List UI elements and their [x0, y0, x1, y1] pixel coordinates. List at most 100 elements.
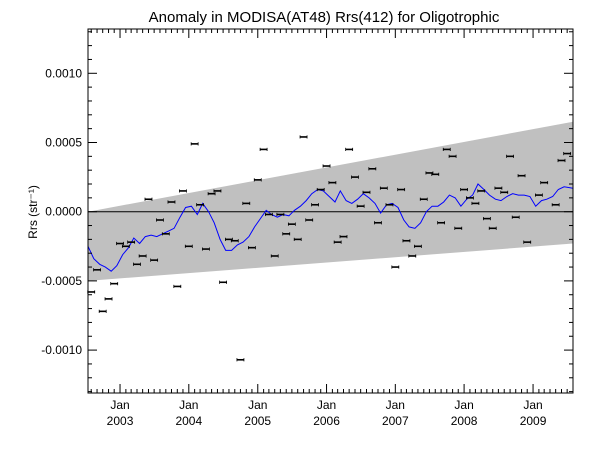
data-point: [333, 240, 342, 244]
data-point: [305, 218, 314, 222]
data-point: [402, 239, 411, 243]
data-point: [460, 187, 468, 192]
data-point: [230, 239, 239, 243]
data-point: [454, 226, 463, 230]
y-tick-label: -0.0005: [41, 274, 82, 288]
data-point: [511, 215, 520, 219]
data-point: [500, 190, 509, 194]
data-point: [477, 189, 486, 193]
data-point: [264, 212, 273, 217]
y-axis-label: Rrs (str⁻¹): [26, 185, 40, 239]
data-point: [167, 200, 176, 204]
x-tick-label-month: Jan: [454, 398, 473, 412]
data-point: [156, 218, 164, 222]
data-point: [482, 217, 491, 221]
data-point: [202, 247, 210, 251]
data-point: [127, 240, 136, 244]
y-tick-label: 0.0000: [45, 205, 82, 219]
data-point: [362, 190, 371, 194]
data-point: [551, 203, 560, 207]
x-tick-label-month: Jan: [317, 398, 336, 412]
data-point: [196, 203, 205, 207]
data-point: [517, 174, 526, 178]
data-point: [276, 212, 285, 217]
data-point: [506, 154, 514, 158]
data-point: [133, 262, 141, 266]
data-point: [379, 186, 388, 190]
data-point: [345, 147, 354, 152]
data-point: [322, 164, 331, 168]
data-point: [98, 309, 107, 313]
data-point: [391, 265, 400, 269]
data-point: [150, 258, 159, 262]
data-point: [339, 235, 348, 239]
data-point: [253, 178, 262, 182]
x-tick-label-year: 2004: [175, 414, 202, 428]
data-point: [356, 204, 365, 208]
data-point: [293, 237, 302, 241]
x-tick-label-year: 2005: [244, 414, 271, 428]
data-point: [408, 254, 417, 258]
data-point: [213, 189, 222, 193]
x-tick-label-month: Jan: [110, 398, 129, 412]
data-point: [184, 244, 193, 248]
data-point: [287, 222, 296, 226]
data-point: [385, 203, 394, 207]
plot-area: [87, 28, 574, 394]
data-point: [328, 181, 337, 185]
data-point: [242, 201, 251, 205]
data-point: [431, 172, 440, 176]
data-point: [282, 232, 291, 236]
data-point: [161, 232, 170, 236]
data-point: [534, 193, 543, 197]
data-point: [179, 189, 187, 193]
data-point: [93, 268, 101, 272]
data-point: [219, 280, 227, 284]
data-point: [437, 221, 446, 225]
data-point: [207, 192, 216, 196]
data-point: [173, 284, 182, 289]
data-point: [397, 187, 406, 192]
x-tick-label-month: Jan: [179, 398, 198, 412]
data-point: [374, 221, 382, 225]
data-point: [138, 254, 147, 258]
data-point: [557, 158, 566, 163]
data-point: [311, 203, 319, 207]
x-tick-label-year: 2007: [382, 414, 409, 428]
data-point: [523, 240, 532, 244]
x-tick-label-year: 2008: [451, 414, 478, 428]
trend-band: [88, 121, 573, 281]
data-point: [270, 254, 279, 258]
data-point: [299, 135, 308, 139]
data-point: [448, 154, 457, 158]
x-axis: Jan 2003 Jan 2004 Jan 2005 Jan 2006 Jan 2007 Jan 20…: [90, 29, 574, 428]
data-point: [488, 226, 497, 230]
data-point: [540, 181, 549, 185]
x-tick-label-month: Jan: [386, 398, 405, 412]
data-point: [144, 197, 153, 201]
chart-title: Anomaly in MODISA(AT48) Rrs(412) for Oli…: [149, 9, 500, 26]
data-point: [419, 197, 428, 201]
data-point: [466, 196, 474, 200]
data-point: [116, 241, 124, 246]
x-tick-label-month: Jan: [248, 398, 267, 412]
data-point: [121, 244, 130, 248]
data-point: [368, 167, 377, 171]
data-point: [190, 142, 199, 146]
data-point: [104, 297, 113, 301]
data-point: [316, 187, 325, 192]
data-point: [110, 282, 119, 286]
y-tick-label: 0.0005: [45, 135, 82, 149]
x-tick-label-month: Jan: [523, 398, 542, 412]
y-tick-label: 0.0010: [45, 66, 82, 80]
data-point: [563, 151, 572, 156]
smoothed-line: [88, 183, 573, 272]
x-tick-label-year: 2006: [313, 414, 340, 428]
y-axis: 0.0010 0.0005 0.0000 -0.0005 -0.0010: [41, 31, 573, 393]
data-point: [248, 246, 256, 250]
x-tick-label-year: 2003: [107, 414, 134, 428]
x-tick-label-year: 2009: [520, 414, 547, 428]
y-tick-label: -0.0010: [41, 343, 82, 357]
data-point: [351, 175, 359, 179]
